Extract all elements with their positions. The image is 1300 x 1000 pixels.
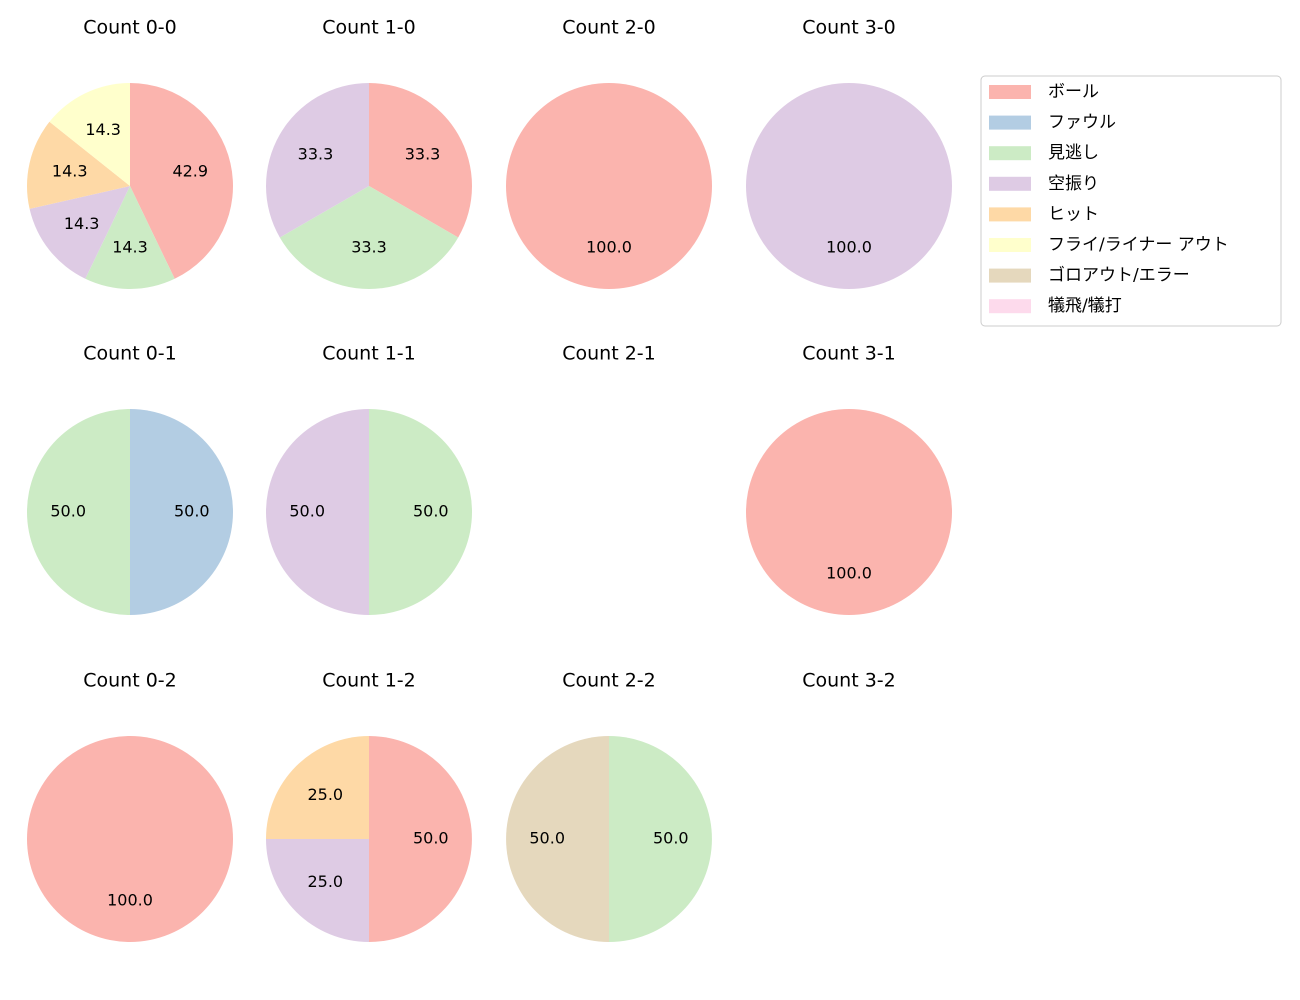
pie-title: Count 3-0 [802, 17, 896, 39]
pie-slice [746, 83, 952, 289]
legend-swatch [989, 146, 1031, 161]
data-label: 25.0 [307, 785, 343, 804]
data-label: 100.0 [826, 563, 872, 582]
legend-label: ヒット [1048, 204, 1099, 224]
legend-label: 空振り [1048, 174, 1099, 194]
pie-slice [29, 186, 130, 279]
legend-swatch [989, 299, 1031, 314]
pie-title: Count 2-2 [562, 670, 656, 692]
data-label: 50.0 [653, 829, 689, 848]
pie-title: Count 0-0 [83, 17, 177, 39]
data-label: 50.0 [289, 502, 325, 521]
pie-title: Count 0-2 [83, 670, 177, 692]
legend-swatch [989, 238, 1031, 252]
pie-title: Count 1-1 [322, 343, 416, 365]
legend-swatch [989, 85, 1031, 99]
legend-label: 犠飛/犠打 [1048, 296, 1122, 316]
data-label: 50.0 [413, 829, 449, 848]
legend-label: 見逃し [1048, 143, 1099, 163]
legend-label: フライ/ライナー アウト [1048, 235, 1229, 255]
pie-title: Count 3-1 [802, 343, 896, 365]
pie-slice [506, 736, 609, 942]
legend-box [980, 75, 1282, 327]
pie-slice [609, 736, 712, 942]
legend-label: ボール [1048, 82, 1099, 102]
data-label: 14.3 [52, 162, 88, 181]
data-label: 14.3 [85, 120, 121, 139]
pie-title: Count 1-0 [322, 17, 416, 39]
legend-swatch [989, 207, 1031, 222]
legend-swatch [989, 176, 1031, 191]
pie-slice [49, 83, 130, 186]
pie-title: Count 2-0 [562, 17, 656, 39]
pie-slice [266, 839, 369, 942]
data-label: 14.3 [112, 237, 148, 256]
legend-swatch [989, 268, 1031, 283]
data-label: 100.0 [826, 237, 872, 256]
data-label: 50.0 [413, 502, 449, 521]
data-label: 50.0 [50, 502, 86, 521]
data-label: 50.0 [529, 829, 565, 848]
data-label: 25.0 [307, 872, 343, 891]
data-label: 100.0 [107, 890, 153, 909]
pie-slice [746, 409, 952, 615]
pie-slice [266, 83, 369, 238]
data-label: 50.0 [174, 502, 210, 521]
pie-slice [266, 409, 369, 615]
legend-label: ゴロアウト/エラー [1048, 265, 1190, 286]
pie-slice [27, 121, 131, 209]
pie-slice [369, 409, 472, 615]
data-label: 33.3 [405, 145, 441, 164]
pie-slice [266, 736, 369, 839]
data-label: 42.9 [172, 162, 208, 181]
pie-slice [506, 83, 712, 289]
pie-title: Count 2-1 [562, 343, 656, 365]
data-label: 33.3 [351, 237, 387, 256]
pie-slice [369, 736, 472, 942]
legend-swatch [989, 115, 1031, 130]
pie-title: Count 3-2 [802, 670, 896, 692]
pie-slice [130, 83, 234, 279]
data-label: 33.3 [298, 145, 334, 164]
pie-slice [85, 186, 175, 289]
pie-slice [369, 83, 472, 238]
pie-slice [27, 409, 130, 615]
legend-label: ファウル [1048, 113, 1116, 133]
pie-title: Count 0-1 [83, 343, 177, 365]
data-label: 14.3 [64, 214, 100, 233]
pie-title: Count 1-2 [322, 670, 416, 692]
pie-slice [27, 736, 233, 942]
pie-slice [130, 409, 233, 615]
data-label: 100.0 [586, 237, 632, 256]
